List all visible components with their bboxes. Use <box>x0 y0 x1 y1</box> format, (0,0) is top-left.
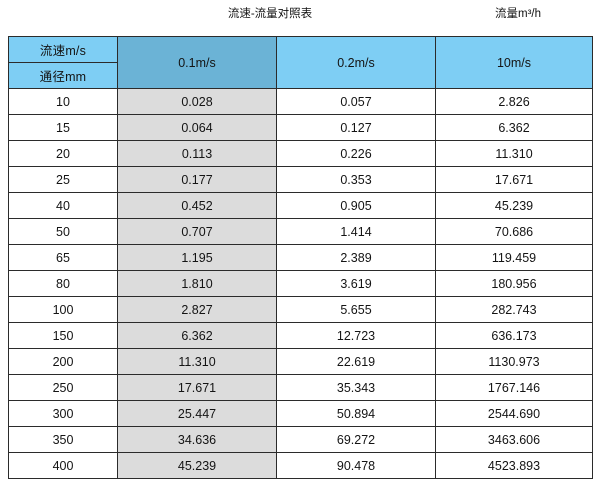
velocity-flow-table: 流速m/s 0.1m/s 0.2m/s 10m/s 通径mm 10 0.028 0.… <box>8 36 593 479</box>
table-row: 250 17.671 35.343 1767.146 <box>8 374 593 401</box>
cell-flow-10: 1767.146 <box>435 374 593 401</box>
page-title: 流速-流量对照表 <box>227 8 313 20</box>
cell-flow-10: 119.459 <box>435 244 593 271</box>
cell-diameter: 40 <box>8 192 118 219</box>
table-row: 15 0.064 0.127 6.362 <box>8 114 593 141</box>
cell-flow-0-1: 0.064 <box>117 114 277 141</box>
cell-flow-0-2: 0.353 <box>276 166 436 193</box>
cell-flow-10: 636.173 <box>435 322 593 349</box>
cell-diameter: 250 <box>8 374 118 401</box>
cell-diameter: 15 <box>8 114 118 141</box>
cell-flow-0-1: 0.707 <box>117 218 277 245</box>
header-velocity-0-2: 0.2m/s <box>276 36 436 89</box>
cell-diameter: 10 <box>8 88 118 115</box>
cell-flow-0-2: 22.619 <box>276 348 436 375</box>
cell-flow-0-1: 17.671 <box>117 374 277 401</box>
cell-flow-0-2: 2.389 <box>276 244 436 271</box>
cell-flow-0-2: 5.655 <box>276 296 436 323</box>
caption-row: 流速-流量对照表 流量m³/h <box>0 7 600 29</box>
table-row: 80 1.810 3.619 180.956 <box>8 270 593 297</box>
cell-flow-10: 11.310 <box>435 140 593 167</box>
cell-flow-10: 180.956 <box>435 270 593 297</box>
cell-flow-0-2: 0.057 <box>276 88 436 115</box>
cell-flow-0-2: 3.619 <box>276 270 436 297</box>
cell-flow-0-1: 0.113 <box>117 140 277 167</box>
table-row: 65 1.195 2.389 119.459 <box>8 244 593 271</box>
cell-diameter: 150 <box>8 322 118 349</box>
cell-diameter: 350 <box>8 426 118 453</box>
cell-flow-10: 2.826 <box>435 88 593 115</box>
table-row: 200 11.310 22.619 1130.973 <box>8 348 593 375</box>
table-row: 100 2.827 5.655 282.743 <box>8 296 593 323</box>
table-row: 350 34.636 69.272 3463.606 <box>8 426 593 453</box>
cell-diameter: 25 <box>8 166 118 193</box>
cell-flow-10: 2544.690 <box>435 400 593 427</box>
table-row: 10 0.028 0.057 2.826 <box>8 88 593 115</box>
table-row: 50 0.707 1.414 70.686 <box>8 218 593 245</box>
cell-diameter: 50 <box>8 218 118 245</box>
flow-table-container: 流速m/s 0.1m/s 0.2m/s 10m/s 通径mm 10 0.028 0.… <box>8 36 593 479</box>
table-body: 10 0.028 0.057 2.826 15 0.064 0.127 6.362 20 0.11… <box>8 88 593 479</box>
cell-flow-0-2: 12.723 <box>276 322 436 349</box>
cell-diameter: 200 <box>8 348 118 375</box>
cell-flow-0-1: 1.810 <box>117 270 277 297</box>
cell-flow-0-2: 50.894 <box>276 400 436 427</box>
header-velocity-10: 10m/s <box>435 36 593 89</box>
cell-flow-10: 70.686 <box>435 218 593 245</box>
cell-flow-0-1: 1.195 <box>117 244 277 271</box>
table-row: 300 25.447 50.894 2544.690 <box>8 400 593 427</box>
header-diameter-label: 通径mm <box>8 62 118 89</box>
table-row: 150 6.362 12.723 636.173 <box>8 322 593 349</box>
cell-flow-0-1: 2.827 <box>117 296 277 323</box>
table-row: 40 0.452 0.905 45.239 <box>8 192 593 219</box>
cell-flow-10: 17.671 <box>435 166 593 193</box>
header-row-top: 流速m/s 0.1m/s 0.2m/s 10m/s <box>8 36 593 89</box>
cell-flow-0-2: 1.414 <box>276 218 436 245</box>
table-row: 20 0.113 0.226 11.310 <box>8 140 593 167</box>
cell-flow-10: 3463.606 <box>435 426 593 453</box>
cell-diameter: 20 <box>8 140 118 167</box>
cell-flow-0-1: 11.310 <box>117 348 277 375</box>
flow-unit-title: 流量m³/h <box>495 8 541 20</box>
cell-flow-0-1: 34.636 <box>117 426 277 453</box>
cell-flow-0-2: 0.226 <box>276 140 436 167</box>
flow-rate-table-page: 流速-流量对照表 流量m³/h 流速m/s 0.1m/s 0.2m/s 10m/… <box>0 7 600 479</box>
cell-diameter: 100 <box>8 296 118 323</box>
cell-flow-0-1: 6.362 <box>117 322 277 349</box>
cell-flow-0-2: 0.127 <box>276 114 436 141</box>
cell-flow-0-1: 0.028 <box>117 88 277 115</box>
cell-flow-10: 6.362 <box>435 114 593 141</box>
table-head: 流速m/s 0.1m/s 0.2m/s 10m/s 通径mm <box>8 36 593 89</box>
cell-flow-0-1: 0.452 <box>117 192 277 219</box>
cell-flow-10: 45.239 <box>435 192 593 219</box>
cell-flow-0-1: 0.177 <box>117 166 277 193</box>
table-row: 25 0.177 0.353 17.671 <box>8 166 593 193</box>
cell-diameter: 65 <box>8 244 118 271</box>
cell-flow-0-2: 0.905 <box>276 192 436 219</box>
cell-diameter: 80 <box>8 270 118 297</box>
cell-diameter: 300 <box>8 400 118 427</box>
cell-flow-0-2: 35.343 <box>276 374 436 401</box>
cell-flow-0-2: 69.272 <box>276 426 436 453</box>
header-row-bottom: 通径mm <box>8 62 593 89</box>
cell-flow-0-1: 25.447 <box>117 400 277 427</box>
cell-flow-10: 282.743 <box>435 296 593 323</box>
header-velocity-0-1: 0.1m/s <box>117 36 277 89</box>
cell-flow-10: 1130.973 <box>435 348 593 375</box>
header-velocity-label: 流速m/s <box>8 36 118 63</box>
